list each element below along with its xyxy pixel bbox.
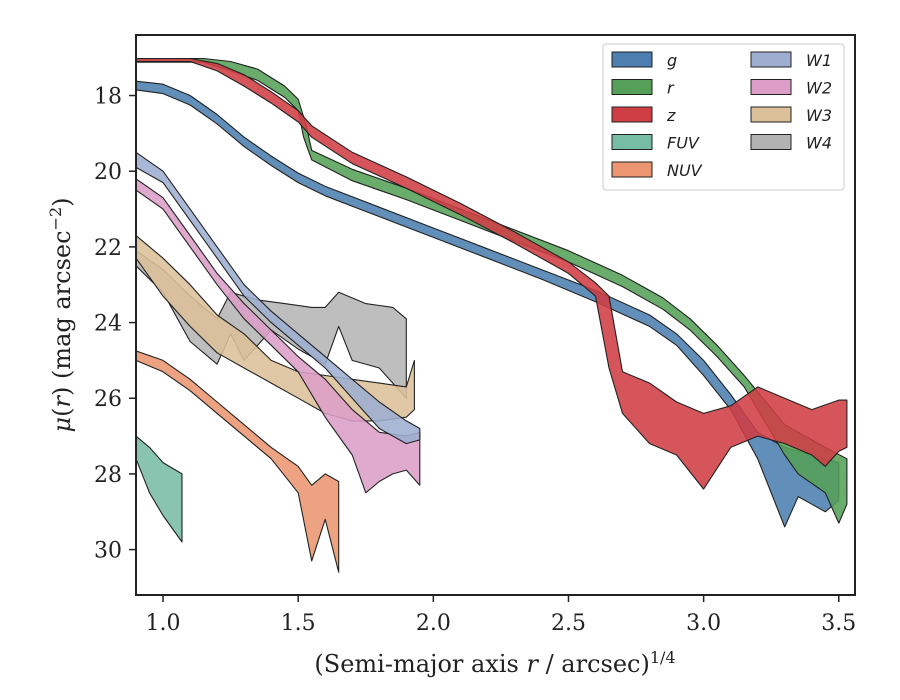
band-z [136,57,848,490]
legend-swatch-w3 [750,106,792,123]
plot-frame [135,34,856,596]
legend-swatch-w4 [750,134,792,150]
legend-label-nuv: NUV [667,161,703,180]
legend-swatch-w2 [750,79,792,95]
y-tick-label: 28 [94,463,122,488]
y-tick-label: 22 [94,236,122,261]
x-tick-label: 1.5 [281,611,316,636]
x-axis: 1.0 1.5 2.0 2.5 3.0 3.5 [146,595,856,636]
legend-label-w2: W2 [806,79,832,98]
x-tick-label: 3.5 [821,611,856,636]
x-tick-label: 1.0 [146,611,181,636]
y-tick-label: 20 [94,160,122,185]
x-tick-label: 2.5 [551,611,586,636]
legend-label-w3: W3 [806,106,832,125]
x-axis-title: (Semi-major axis r / arcsec)1/4 [314,648,675,678]
y-tick-label: 18 [94,85,122,110]
legend-swatch-r [611,79,653,95]
band-fuv [136,435,183,543]
legend-swatch-g [611,51,653,68]
y-tick-label: 26 [94,387,122,412]
y-axis-title: μ(r) (mag arcsec−2) [46,197,76,432]
legend-label-r: r [667,79,675,98]
band-nuv [136,350,340,573]
x-tick-label: 2.0 [416,611,451,636]
legend: grz FUV NUV W1 W2 W3 W4 [602,43,845,191]
legend-swatch-fuv [611,134,653,150]
y-tick-label: 30 [94,539,122,564]
legend-swatch-w1 [750,51,792,68]
legend-label-g: g [667,51,677,70]
x-tick-label: 3.0 [686,611,721,636]
legend-label-w4: W4 [806,134,832,153]
band-w1 [136,151,421,445]
band-w3 [136,234,415,422]
legend-label-fuv: FUV [667,134,700,153]
legend-swatch-z [611,106,653,123]
band-r [136,57,848,524]
legend-swatch-nuv [611,161,653,178]
y-axis: 18 20 22 24 26 28 30 [94,85,136,564]
y-tick-label: 24 [94,312,122,337]
band-w2 [136,178,421,494]
band-layer [136,57,848,573]
legend-label-z: z [666,106,676,125]
legend-label-w1: W1 [806,51,832,70]
band-g [136,80,840,528]
